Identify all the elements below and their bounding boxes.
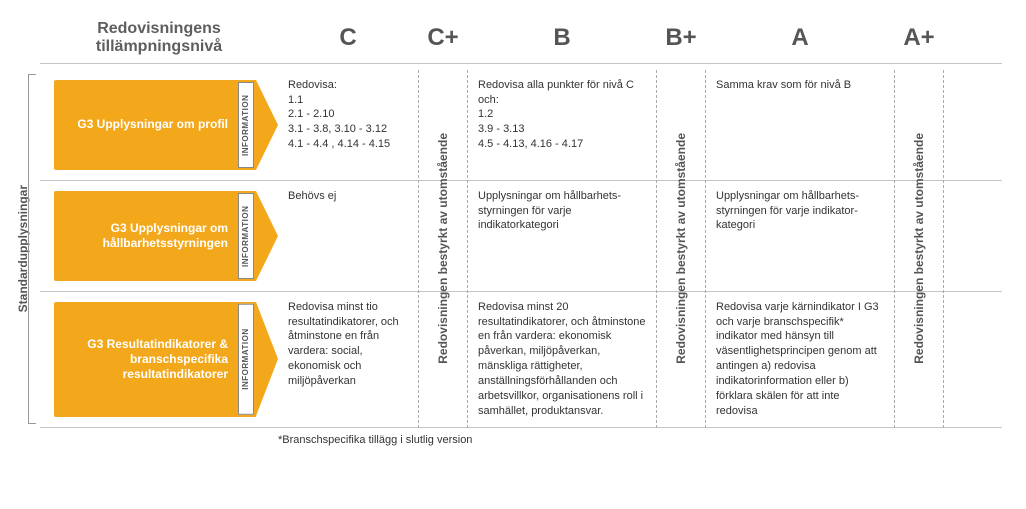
cell-b: Redovisa alla punkter för nivå C och:1.2… — [468, 70, 656, 180]
info-strip: INFORMATION — [238, 82, 254, 168]
row-label: G3 Upplysningar om hållbarhets­styrninge… — [64, 221, 250, 251]
cell-b-plus-spacer — [656, 292, 706, 427]
grid-body: Standardupplysningar Redovisningen besty… — [40, 70, 1002, 428]
row-label: G3 Upplysningar om profil — [77, 117, 250, 132]
header-row: Redovisningens tillämpningsnivå C C+ B B… — [40, 20, 1002, 64]
cell-a: Redovisa varje kärnindikator I G3 och va… — [706, 292, 894, 427]
arrow-shape-icon: G3 Resultatindikatorer & branschspecifik… — [54, 302, 278, 417]
footnote-row: *Branschspecifika tillägg i slutlig vers… — [40, 428, 1002, 446]
cell-b-plus-spacer — [656, 181, 706, 291]
arrow-body: G3 Upplysningar om profilINFORMATION — [54, 80, 256, 170]
cell-a-plus-spacer — [894, 181, 944, 291]
cell-c-plus-spacer — [418, 70, 468, 180]
cell-c: Redovisa:1.12.1 - 2.103.1 - 3.8, 3.10 - … — [278, 70, 418, 180]
arrow-head-icon — [256, 191, 278, 281]
col-head-c-plus: C+ — [418, 24, 468, 52]
header-title-line2: tillämpningsnivå — [40, 38, 278, 56]
cell-a: Samma krav som för nivå B — [706, 70, 894, 180]
cell-b-plus-spacer — [656, 70, 706, 180]
row-label: G3 Resultatindikatorer & branschspecifik… — [64, 337, 250, 382]
cell-b: Upplysningar om hållbarhets­styrningen f… — [468, 181, 656, 291]
cell-c: Behövs ej — [278, 181, 418, 291]
arrow-body: G3 Upplysningar om hållbarhets­styrninge… — [54, 191, 256, 281]
col-head-c: C — [278, 24, 418, 52]
row-0: G3 Upplysningar om profilINFORMATIONRedo… — [40, 70, 1002, 181]
arrow-head-icon — [256, 80, 278, 170]
info-strip: INFORMATION — [238, 304, 254, 415]
arrow-shape-icon: G3 Upplysningar om profilINFORMATION — [54, 80, 278, 170]
col-head-b-plus: B+ — [656, 24, 706, 52]
header-title-line1: Redovisningens — [40, 20, 278, 38]
cell-a: Upplysningar om hållbarhets­styrningen f… — [706, 181, 894, 291]
col-head-b: B — [468, 24, 656, 52]
row-label-cell: G3 Resultatindikatorer & branschspecifik… — [40, 292, 278, 427]
bracket-icon — [28, 74, 36, 424]
row-label-cell: G3 Upplysningar om hållbarhets­styrninge… — [40, 181, 278, 291]
cell-a-plus-spacer — [894, 70, 944, 180]
cell-b: Redovisa minst 20 resultatindikatorer, o… — [468, 292, 656, 427]
arrow-shape-icon: G3 Upplysningar om hållbarhets­styrninge… — [54, 191, 278, 281]
cell-c-plus-spacer — [418, 292, 468, 427]
row-1: G3 Upplysningar om hållbarhets­styrninge… — [40, 181, 1002, 292]
cell-c: Redovisa minst tio resultatindikatorer, … — [278, 292, 418, 427]
col-head-a: A — [706, 24, 894, 52]
cell-c-plus-spacer — [418, 181, 468, 291]
footnote: *Branschspecifika tillägg i slutlig vers… — [278, 434, 1002, 446]
row-2: G3 Resultatindikatorer & branschspecifik… — [40, 292, 1002, 428]
cell-a-plus-spacer — [894, 292, 944, 427]
arrow-body: G3 Resultatindikatorer & branschspecifik… — [54, 302, 256, 417]
row-label-cell: G3 Upplysningar om profilINFORMATION — [40, 70, 278, 180]
arrow-head-icon — [256, 302, 278, 416]
info-strip: INFORMATION — [238, 193, 254, 279]
col-head-a-plus: A+ — [894, 24, 944, 52]
header-title: Redovisningens tillämpningsnivå — [40, 20, 278, 57]
